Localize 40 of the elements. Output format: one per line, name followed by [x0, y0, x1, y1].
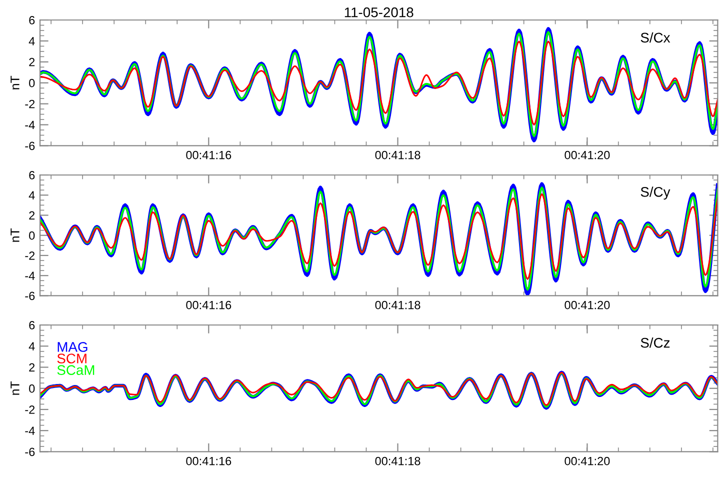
y-tick-label: -6: [25, 292, 35, 300]
x-tick-label: 00:41:18: [375, 150, 420, 160]
y-tick-label: 0: [29, 384, 35, 393]
y-tick-label: 0: [29, 78, 35, 88]
x-tick-label: 00:41:20: [564, 456, 610, 466]
y-tick-label: -6: [25, 448, 35, 456]
x-tick-label: 00:41:16: [186, 456, 232, 466]
y-tick-label: -4: [25, 120, 35, 130]
chart-title: 11-05-2018: [344, 7, 414, 18]
y-tick-label: 6: [29, 16, 35, 24]
x-tick-label: 00:41:16: [186, 150, 232, 160]
x-tick-label: 00:41:20: [564, 150, 610, 160]
x-tick-label: 00:41:18: [375, 456, 420, 466]
text: MAG: [58, 342, 88, 352]
annotation: S/Cx: [640, 32, 670, 43]
y-tick-label: 4: [28, 191, 35, 200]
y-tick-label: 0: [29, 231, 35, 240]
x-tick-label: 00:41:20: [564, 300, 610, 310]
y-axis-title: nT: [10, 228, 20, 242]
y-tick-label: -2: [25, 406, 35, 414]
y-tick-label: 2: [29, 363, 35, 372]
x-tick-label: 00:41:18: [375, 300, 420, 310]
y-tick-label: 6: [29, 171, 35, 180]
y-tick-label: -6: [25, 142, 35, 150]
y-tick-label: -4: [25, 426, 35, 435]
series-label: SCM: [57, 354, 86, 364]
y-tick-label: 4: [28, 342, 35, 350]
y-tick-label: 6: [29, 321, 35, 330]
y-tick-label: 4: [28, 37, 35, 46]
annotation: S/Cy: [640, 186, 670, 200]
x-tick-label: 00:41:16: [186, 300, 232, 310]
series-label: SCaM: [57, 365, 94, 375]
y-tick-label: 2: [29, 211, 35, 220]
y-tick-label: -4: [25, 272, 35, 280]
y-axis-title: nT: [10, 76, 20, 90]
y-axis-title: nT: [10, 381, 20, 395]
y-tick-label: -2: [25, 100, 35, 108]
y-tick-label: 2: [29, 58, 35, 66]
y-tick-label: -2: [25, 252, 35, 260]
annotation: S/Cz: [640, 338, 670, 348]
